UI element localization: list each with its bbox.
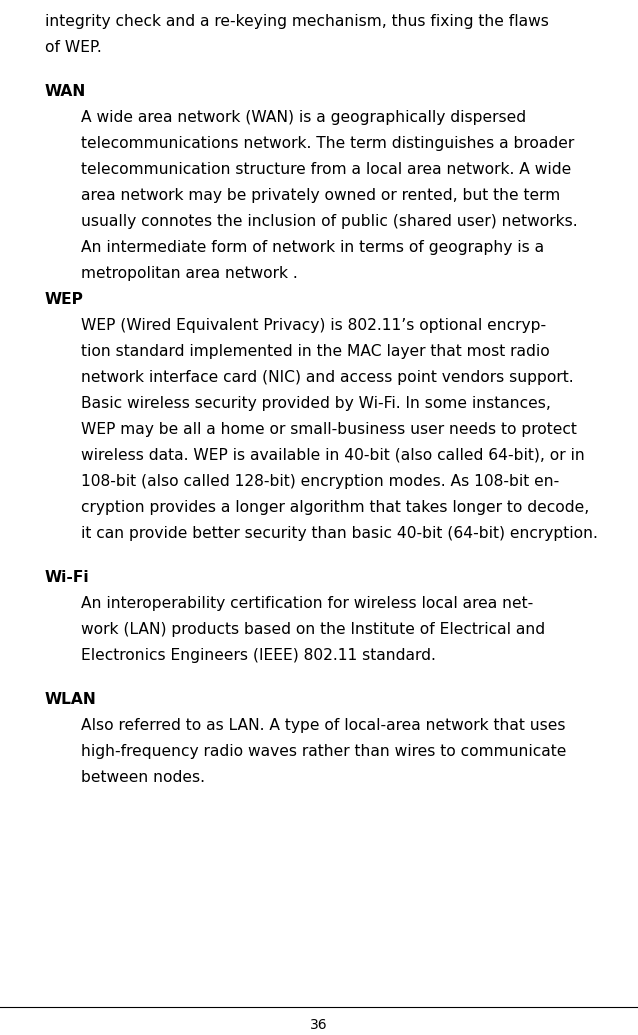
Text: network interface card (NIC) and access point vendors support.: network interface card (NIC) and access …: [81, 369, 574, 385]
Text: between nodes.: between nodes.: [81, 770, 205, 785]
Text: WEP: WEP: [45, 292, 84, 307]
Text: 36: 36: [310, 1018, 328, 1032]
Text: Electronics Engineers (IEEE) 802.11 standard.: Electronics Engineers (IEEE) 802.11 stan…: [81, 648, 436, 663]
Text: wireless data. WEP is available in 40-bit (also called 64-bit), or in: wireless data. WEP is available in 40-bi…: [81, 448, 585, 463]
Text: An interoperability certification for wireless local area net-: An interoperability certification for wi…: [81, 596, 533, 611]
Text: telecommunications network. The term distinguishes a broader: telecommunications network. The term dis…: [81, 136, 574, 151]
Text: A wide area network (WAN) is a geographically dispersed: A wide area network (WAN) is a geographi…: [81, 110, 526, 125]
Text: tion standard implemented in the MAC layer that most radio: tion standard implemented in the MAC lay…: [81, 344, 550, 359]
Text: 108-bit (also called 128-bit) encryption modes. As 108-bit en-: 108-bit (also called 128-bit) encryption…: [81, 474, 560, 489]
Text: area network may be privately owned or rented, but the term: area network may be privately owned or r…: [81, 188, 560, 203]
Text: it can provide better security than basic 40-bit (64-bit) encryption.: it can provide better security than basi…: [81, 526, 598, 541]
Text: integrity check and a re-keying mechanism, thus fixing the flaws: integrity check and a re-keying mechanis…: [45, 14, 549, 29]
Text: An intermediate form of network in terms of geography is a: An intermediate form of network in terms…: [81, 240, 544, 255]
Text: WAN: WAN: [45, 84, 86, 99]
Text: work (LAN) products based on the Institute of Electrical and: work (LAN) products based on the Institu…: [81, 622, 545, 637]
Text: Wi-Fi: Wi-Fi: [45, 570, 89, 585]
Text: Basic wireless security provided by Wi-Fi. In some instances,: Basic wireless security provided by Wi-F…: [81, 396, 551, 411]
Text: high-frequency radio waves rather than wires to communicate: high-frequency radio waves rather than w…: [81, 744, 567, 759]
Text: metropolitan area network .: metropolitan area network .: [81, 266, 298, 280]
Text: WEP (Wired Equivalent Privacy) is 802.11’s optional encryp-: WEP (Wired Equivalent Privacy) is 802.11…: [81, 318, 546, 333]
Text: of WEP.: of WEP.: [45, 40, 101, 55]
Text: WLAN: WLAN: [45, 692, 97, 707]
Text: WEP may be all a home or small-business user needs to protect: WEP may be all a home or small-business …: [81, 422, 577, 437]
Text: telecommunication structure from a local area network. A wide: telecommunication structure from a local…: [81, 162, 571, 177]
Text: Also referred to as LAN. A type of local-area network that uses: Also referred to as LAN. A type of local…: [81, 718, 565, 733]
Text: cryption provides a longer algorithm that takes longer to decode,: cryption provides a longer algorithm tha…: [81, 500, 590, 515]
Text: usually connotes the inclusion of public (shared user) networks.: usually connotes the inclusion of public…: [81, 214, 577, 229]
